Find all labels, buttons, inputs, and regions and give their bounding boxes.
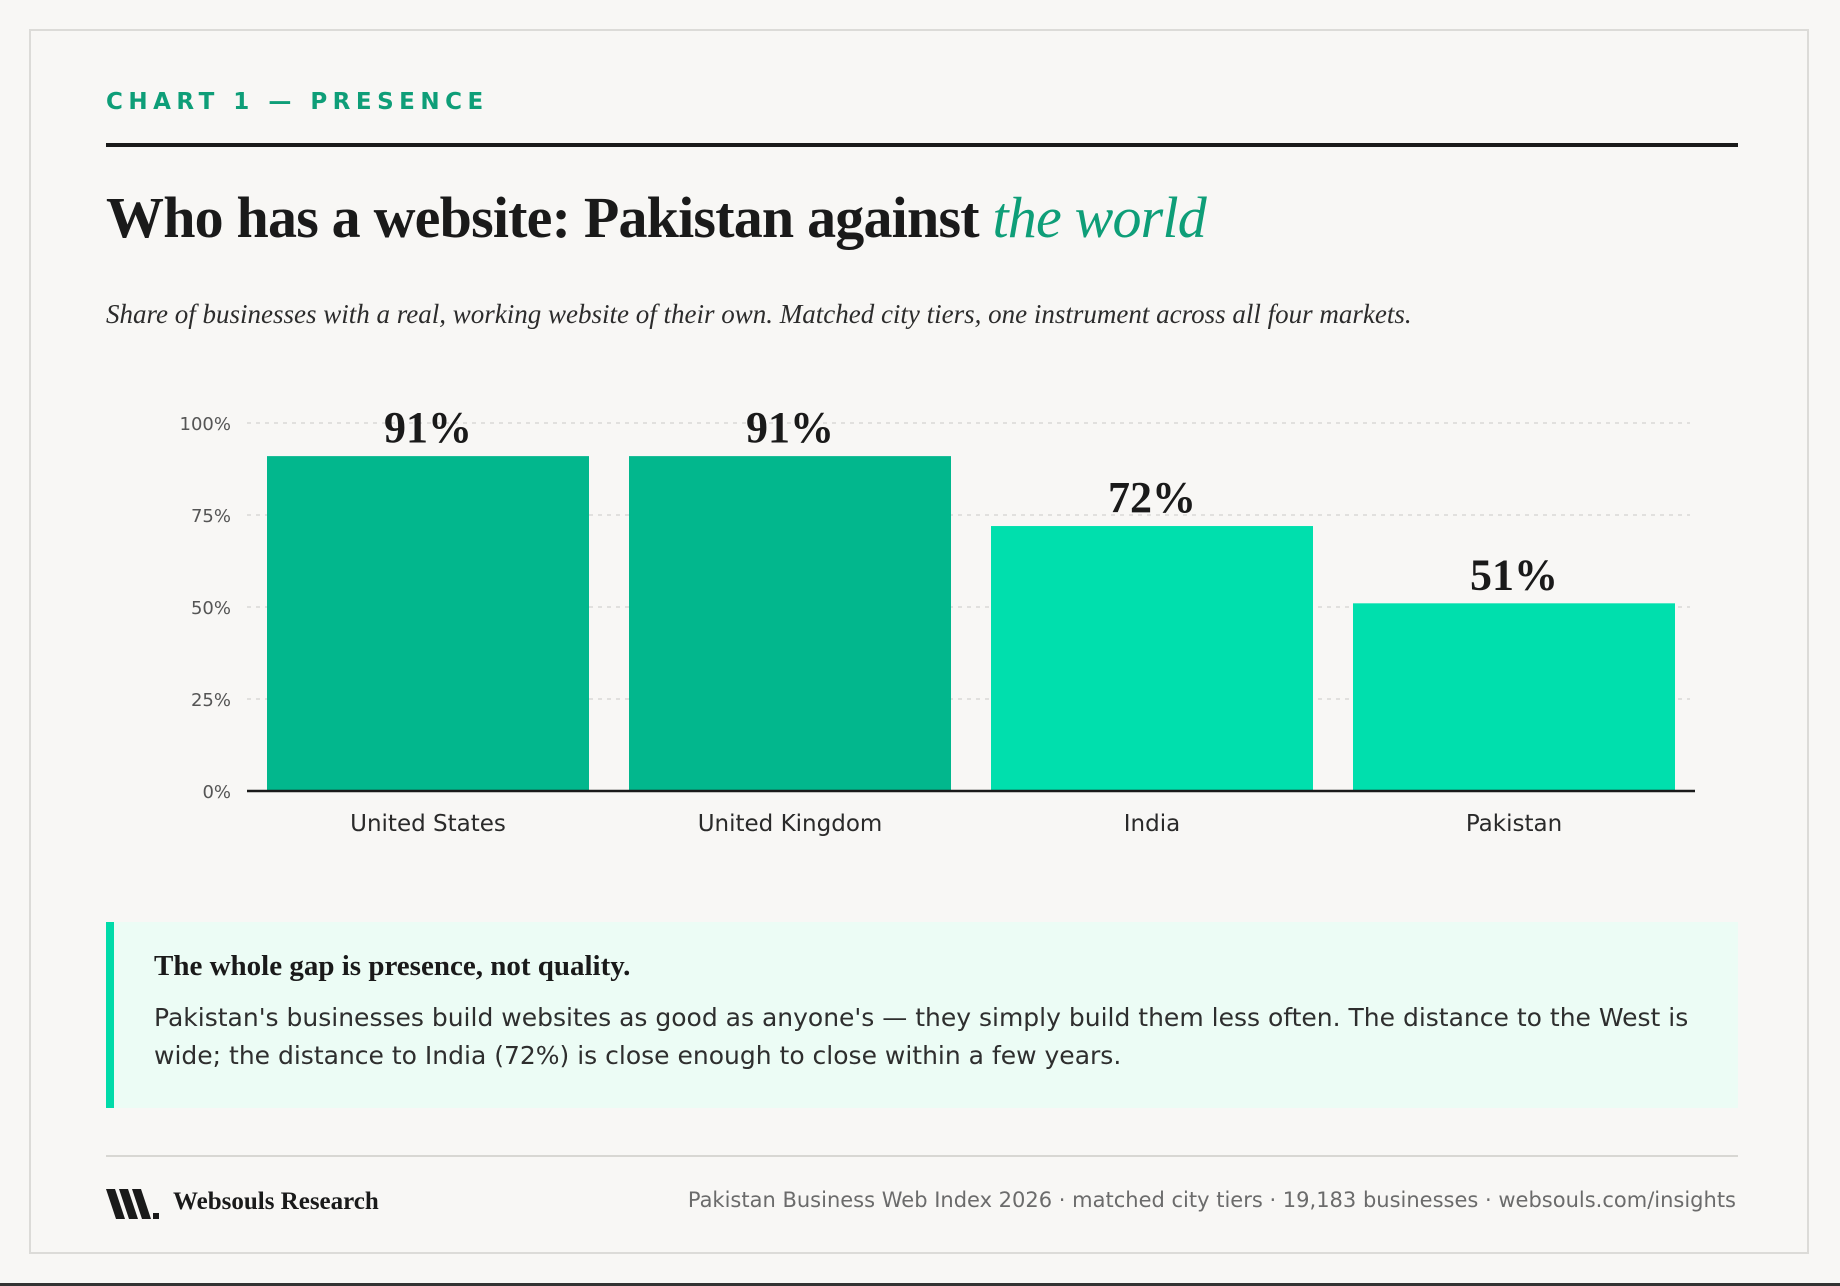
y-tick-label: 0% (202, 782, 231, 803)
bar-value-label: 51% (1470, 550, 1558, 599)
x-tick-label: India (1124, 811, 1180, 837)
y-tick-label: 100% (180, 414, 231, 435)
bar (1353, 603, 1675, 791)
y-tick-label: 25% (191, 690, 231, 711)
bar-value-label: 72% (1108, 473, 1196, 522)
websouls-logo-icon (106, 1189, 159, 1219)
bar-value-label: 91% (746, 403, 834, 452)
bottom-edge (0, 1283, 1840, 1286)
title-main: Who has a website: Pakistan against (106, 185, 993, 250)
y-tick-label: 50% (191, 598, 231, 619)
bar (991, 526, 1313, 791)
y-tick-label: 75% (191, 506, 231, 527)
bar (629, 456, 951, 791)
chart-eyebrow: CHART 1 — PRESENCE (106, 89, 489, 115)
chart-subtitle: Share of businesses with a real, working… (106, 299, 1412, 329)
footer-rule (106, 1155, 1738, 1157)
callout-body: Pakistan's businesses build websites as … (154, 1003, 1689, 1070)
title-accent: the world (992, 185, 1206, 250)
callout-heading: The whole gap is presence, not quality. (154, 950, 631, 982)
x-tick-label: Pakistan (1466, 811, 1562, 837)
footer-brand: Websouls Research (173, 1188, 379, 1215)
header-rule (106, 143, 1738, 147)
x-tick-label: United States (350, 811, 506, 837)
footer-meta: Pakistan Business Web Index 2026 · match… (687, 1188, 1736, 1212)
bar-chart: 0% 25% 50% 75% 100% 91% United States 91% United… (180, 403, 1695, 837)
bar (267, 456, 589, 791)
x-tick-label: United Kingdom (698, 811, 883, 837)
bar-value-label: 91% (384, 403, 472, 452)
chart-title: Who has a website: Pakistan against the … (106, 183, 1207, 253)
insight-callout: The whole gap is presence, not quality. … (106, 922, 1738, 1108)
